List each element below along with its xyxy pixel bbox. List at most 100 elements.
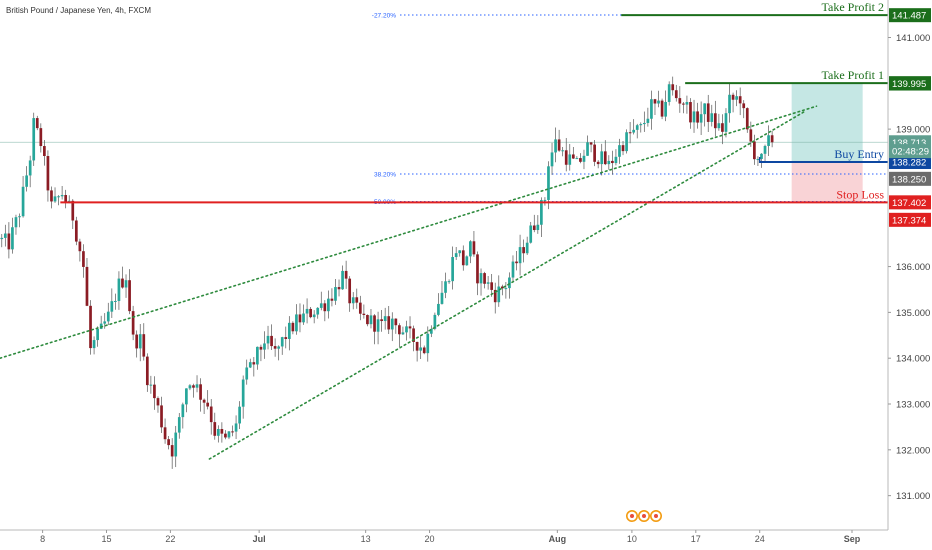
- candle-body: [689, 102, 692, 123]
- price-tag: [889, 171, 931, 186]
- candle-body: [74, 220, 78, 242]
- candle-body: [540, 200, 543, 225]
- candle-body: [710, 113, 714, 122]
- candle-body: [756, 158, 760, 160]
- candle-body: [600, 151, 604, 165]
- price-tag: [889, 144, 931, 159]
- candle-body: [188, 385, 192, 389]
- candle-body: [117, 278, 121, 301]
- candle-body: [543, 199, 547, 201]
- time-tick-label: 17: [691, 534, 701, 544]
- trend-line[interactable]: [0, 105, 818, 359]
- candle-body: [667, 84, 671, 102]
- candle-body: [607, 160, 611, 165]
- trend-lines: [0, 105, 818, 460]
- candle-body: [270, 335, 273, 347]
- logo-dot: [654, 514, 658, 518]
- price-tick-label: 134.000: [896, 354, 930, 365]
- price-tag-label: 138.713: [892, 138, 926, 149]
- fib-label: 38.20%: [374, 172, 396, 179]
- candle-body: [128, 280, 131, 312]
- candle-body: [39, 128, 43, 147]
- candle-body: [415, 341, 419, 351]
- candle-body: [256, 346, 259, 365]
- candle-body: [426, 333, 430, 354]
- candle-body: [685, 102, 689, 105]
- position-zones: [791, 83, 863, 203]
- candle-body: [696, 111, 699, 123]
- candle-body: [483, 273, 486, 284]
- price-tag-label: 138.282: [892, 158, 926, 169]
- candle-body: [92, 340, 96, 349]
- candle-body: [89, 305, 92, 349]
- candle-body: [241, 379, 245, 407]
- level-label: Take Profit 1: [822, 68, 884, 82]
- candle-body: [295, 314, 298, 332]
- candle-body: [745, 108, 749, 130]
- candle-body: [337, 287, 341, 290]
- candle-body: [582, 155, 586, 162]
- candle-body: [433, 314, 437, 329]
- candle-body: [586, 142, 589, 156]
- candle-body: [390, 318, 394, 330]
- candle-body: [302, 313, 305, 323]
- price-tag-label: 141.487: [892, 11, 926, 22]
- price-tick-label: 136.000: [896, 262, 930, 273]
- candle-body: [149, 384, 153, 386]
- candle-body: [224, 433, 227, 438]
- candle-body: [85, 266, 89, 306]
- candle-body: [692, 111, 696, 123]
- candle-body: [220, 428, 224, 434]
- candle-body: [291, 322, 295, 332]
- candle-body: [163, 427, 167, 440]
- candle-body: [657, 100, 660, 104]
- price-tick-label: 131.000: [896, 491, 930, 502]
- time-tick-label: 10: [627, 534, 637, 544]
- candle-body: [110, 301, 114, 312]
- candle-body: [571, 154, 575, 159]
- candle-body: [21, 186, 25, 217]
- price-tick-label: 135.000: [896, 308, 930, 319]
- candle-body: [323, 303, 327, 312]
- candle-body: [266, 335, 270, 344]
- time-axis-bg: [0, 530, 932, 550]
- candle-body: [738, 96, 742, 104]
- candle-body: [579, 158, 582, 162]
- time-tick-label: 24: [755, 534, 765, 544]
- candle-body: [653, 99, 657, 104]
- candle-body: [96, 328, 99, 341]
- candle-body: [287, 322, 291, 339]
- time-tick-label: 8: [40, 534, 45, 544]
- candle-body: [603, 151, 607, 165]
- candle-body: [465, 256, 469, 266]
- candle-body: [60, 195, 64, 197]
- candle-body: [114, 300, 117, 302]
- chart-header-title: British Pound / Japanese Yen, 4h, FXCM: [6, 6, 151, 15]
- price-tag-label: 02:48:29: [892, 147, 929, 158]
- candle-body: [156, 398, 160, 406]
- logo-circle: [625, 509, 638, 522]
- price-tag-label: 137.402: [892, 198, 926, 209]
- candle-body: [234, 423, 238, 432]
- candle-body: [245, 367, 249, 380]
- candle-body: [53, 196, 57, 202]
- candle-body: [486, 282, 490, 284]
- candle-body: [575, 158, 579, 160]
- candle-body: [760, 153, 763, 159]
- candle-body: [408, 326, 412, 329]
- candle-body: [635, 125, 639, 130]
- candle-body: [767, 135, 770, 146]
- candle-body: [674, 90, 678, 99]
- candle-body: [78, 241, 82, 252]
- candle-body: [678, 98, 682, 104]
- candle-body: [124, 280, 128, 288]
- candle-body: [185, 388, 188, 405]
- trend-line[interactable]: [208, 109, 807, 460]
- candle-body: [405, 326, 408, 333]
- candle-body: [366, 314, 369, 325]
- time-tick-label: 20: [425, 534, 435, 544]
- level-label: Take Profit 2: [822, 0, 884, 14]
- price-tag-label: 137.374: [892, 215, 926, 226]
- candle-body: [319, 303, 323, 308]
